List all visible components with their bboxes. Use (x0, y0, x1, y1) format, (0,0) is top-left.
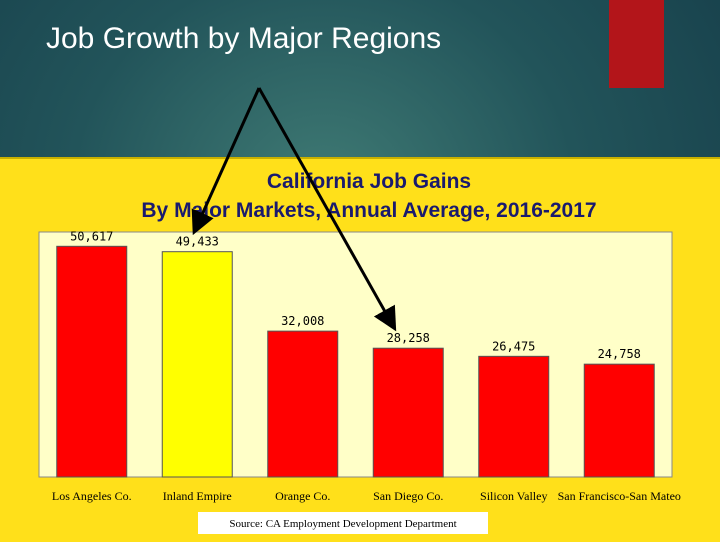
bar-inland-empire (161, 251, 233, 478)
value-label: 24,758 (598, 347, 641, 361)
category-label: San Diego Co. (373, 489, 443, 503)
category-label: Los Angeles Co. (52, 489, 132, 503)
chart-subtitle: By Major Markets, Annual Average, 2016-2… (141, 199, 596, 222)
bar-san-diego-co- (372, 347, 444, 478)
chart-title: California Job Gains (267, 170, 471, 193)
value-label: 26,475 (492, 339, 535, 353)
accent-bar (609, 0, 664, 88)
plot-area (38, 231, 673, 478)
category-label: Orange Co. (275, 489, 330, 503)
value-label: 49,433 (176, 235, 219, 249)
chart-panel: California Job Gains By Major Markets, A… (0, 157, 720, 542)
bar-orange-co- (267, 330, 339, 478)
bar-chart: California Job Gains By Major Markets, A… (38, 170, 681, 534)
category-label: Inland Empire (163, 489, 232, 503)
value-label: 28,258 (387, 331, 430, 345)
category-label: Silicon Valley (480, 489, 547, 503)
category-label: San Francisco-San Mateo (558, 489, 681, 503)
source-label: Source: CA Employment Development Depart… (229, 518, 456, 530)
slide-title: Job Growth by Major Regions (46, 22, 442, 55)
value-label: 32,008 (281, 314, 324, 328)
bar-silicon-valley (478, 355, 550, 478)
bar-san-francisco-san-mateo (583, 363, 655, 478)
source-box (198, 512, 488, 534)
value-label: 50,617 (70, 229, 113, 243)
bar-los-angeles-co- (56, 245, 128, 478)
